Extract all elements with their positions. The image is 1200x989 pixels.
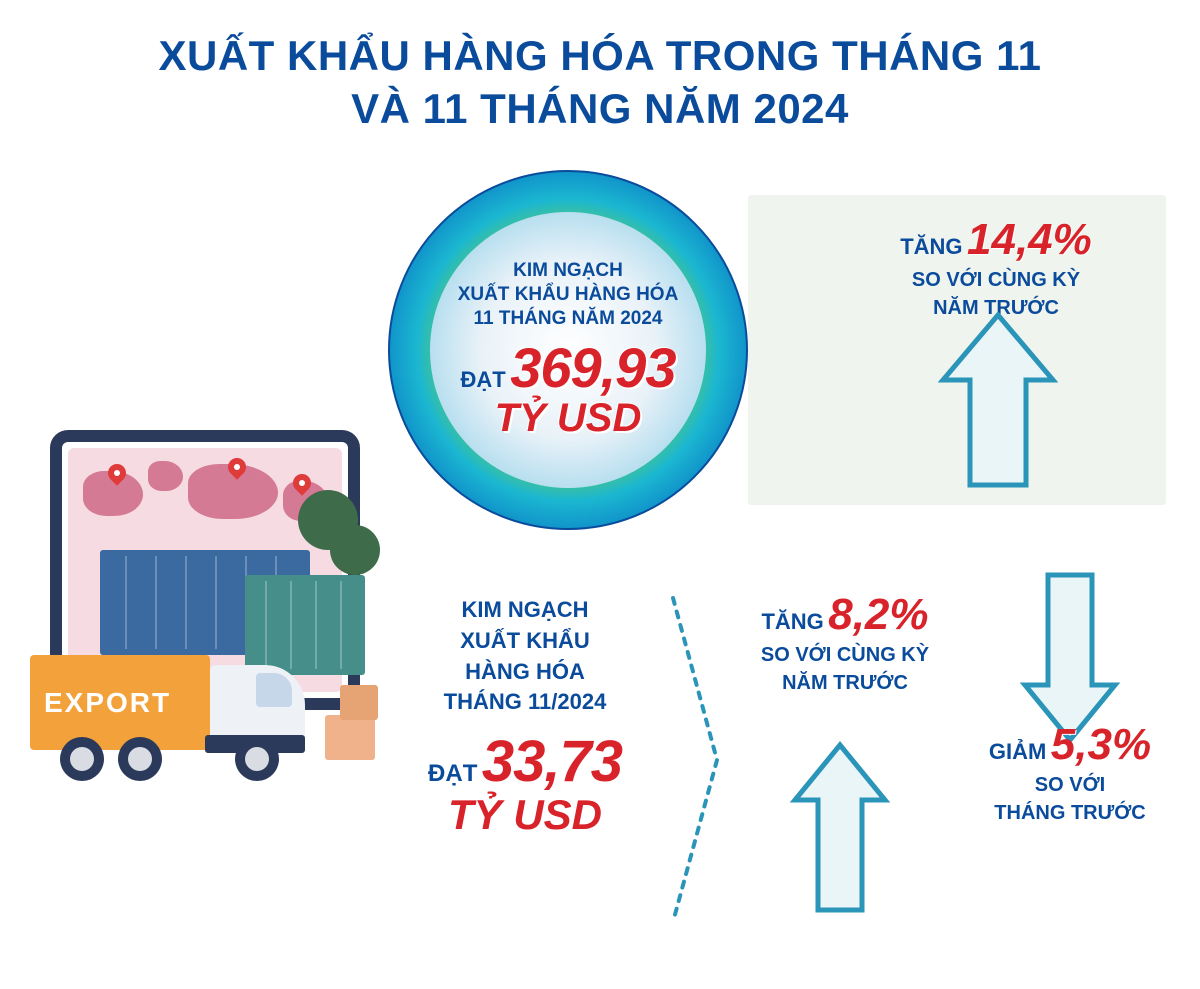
kpi-sub-line2: NĂM TRƯỚC	[730, 670, 960, 696]
circle-inner: KIM NGẠCH XUẤT KHẨU HÀNG HÓA 11 THÁNG NĂ…	[430, 212, 706, 488]
nov-label-line2: XUẤT KHẨU	[400, 626, 650, 657]
circle-label-line2: XUẤT KHẨU HÀNG HÓA	[458, 283, 679, 307]
november-mom-stat: GIẢM 5,3% SO VỚI THÁNG TRƯỚC	[960, 720, 1180, 826]
circle-value: 369,93	[510, 336, 675, 399]
november-yoy-stat: TĂNG 8,2% SO VỚI CÙNG KỲ NĂM TRƯỚC	[730, 590, 960, 696]
yoy-11months-text: TĂNG 14,4% SO VỚI CÙNG KỲ NĂM TRƯỚC	[856, 215, 1136, 321]
nov-label-line1: KIM NGẠCH	[400, 595, 650, 626]
nov-value: 33,73	[482, 729, 622, 794]
title-line1: XUẤT KHẨU HÀNG HÓA TRONG THÁNG 11	[0, 30, 1200, 83]
circle-unit: TỶ USD	[495, 396, 642, 441]
kpi-sub-line2: THÁNG TRƯỚC	[960, 800, 1180, 826]
arrow-up-icon	[938, 310, 1058, 490]
arrow-up-icon	[790, 740, 890, 915]
circle-label-line3: 11 THÁNG NĂM 2024	[473, 307, 662, 331]
kpi-value: 14,4%	[967, 215, 1092, 264]
plant-icon	[330, 525, 380, 575]
kpi-prefix: TĂNG	[761, 609, 823, 634]
export-label: EXPORT	[44, 687, 171, 719]
kpi-sub-line1: SO VỚI CÙNG KỲ	[730, 642, 960, 668]
circle-label-line1: KIM NGẠCH	[513, 259, 623, 283]
circle-stat: KIM NGẠCH XUẤT KHẨU HÀNG HÓA 11 THÁNG NĂ…	[388, 170, 748, 530]
boxes-icon	[325, 715, 375, 760]
world-map-icon	[78, 456, 332, 546]
yoy-11months-panel: TĂNG 14,4% SO VỚI CÙNG KỲ NĂM TRƯỚC	[748, 195, 1166, 505]
november-stat: KIM NGẠCH XUẤT KHẨU HÀNG HÓA THÁNG 11/20…	[400, 595, 650, 839]
nov-label-line4: THÁNG 11/2024	[400, 687, 650, 718]
kpi-prefix: TĂNG	[900, 234, 962, 259]
circle-prefix: ĐẠT	[461, 367, 506, 392]
kpi-prefix: GIẢM	[989, 739, 1046, 764]
nov-unit: TỶ USD	[400, 791, 650, 839]
export-illustration: EXPORT	[40, 430, 380, 770]
page-title: XUẤT KHẨU HÀNG HÓA TRONG THÁNG 11 VÀ 11 …	[0, 30, 1200, 135]
boxes-icon	[340, 685, 378, 720]
title-line2: VÀ 11 THÁNG NĂM 2024	[0, 83, 1200, 136]
arrow-down-icon	[1020, 570, 1120, 745]
truck-icon: EXPORT	[30, 655, 330, 785]
nov-label-line3: HÀNG HÓA	[400, 657, 650, 688]
nov-prefix: ĐẠT	[428, 760, 477, 787]
kpi-sub-line1: SO VỚI	[960, 772, 1180, 798]
kpi-sub-line1: SO VỚI CÙNG KỲ	[856, 267, 1136, 293]
kpi-value: 8,2%	[828, 590, 928, 639]
kpi-value: 5,3%	[1051, 720, 1151, 769]
chevron-divider-icon	[665, 590, 725, 930]
